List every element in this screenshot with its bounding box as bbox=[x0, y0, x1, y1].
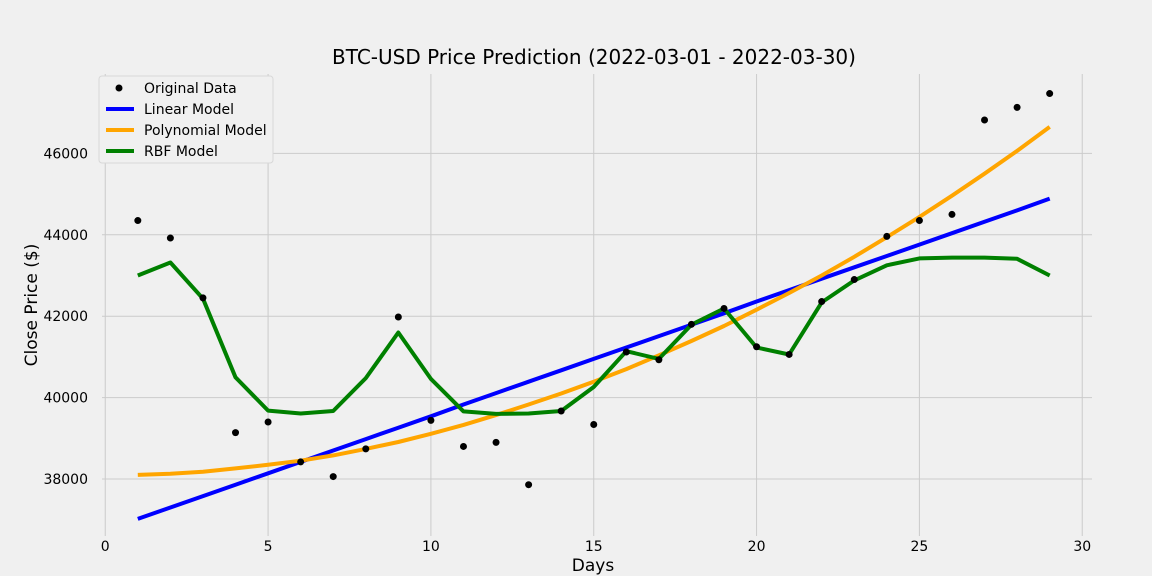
data-point bbox=[687, 320, 695, 328]
data-point bbox=[655, 356, 663, 364]
legend-label-original-data: Original Data bbox=[144, 81, 237, 97]
data-point bbox=[1013, 103, 1021, 111]
data-point bbox=[394, 313, 402, 321]
series-lines bbox=[137, 125, 1051, 521]
data-point bbox=[981, 116, 989, 124]
legend-box bbox=[98, 75, 274, 164]
data-point bbox=[1046, 90, 1054, 98]
data-point bbox=[785, 350, 793, 358]
y-tick-label: 38000 bbox=[43, 472, 88, 488]
linear-model-line bbox=[137, 196, 1051, 521]
data-point bbox=[264, 418, 272, 426]
rbf-model-line bbox=[137, 255, 1051, 416]
y-tick-labels: 38000 40000 42000 44000 46000 bbox=[43, 146, 88, 488]
data-point bbox=[948, 210, 956, 218]
data-point bbox=[232, 429, 240, 437]
x-tick-label: 25 bbox=[910, 539, 928, 555]
scatter-points bbox=[134, 90, 1054, 489]
data-point bbox=[525, 481, 533, 489]
x-axis-label: Days bbox=[572, 556, 615, 576]
legend-label-polynomial-model: Polynomial Model bbox=[144, 123, 267, 139]
data-point bbox=[818, 298, 826, 306]
data-point bbox=[199, 294, 207, 302]
data-point bbox=[492, 438, 500, 446]
y-tick-label: 46000 bbox=[43, 146, 88, 162]
data-point bbox=[134, 217, 142, 225]
data-point bbox=[915, 217, 923, 225]
data-point bbox=[329, 473, 337, 481]
data-point bbox=[362, 445, 370, 453]
x-tick-label: 20 bbox=[748, 539, 766, 555]
legend-label-linear-model: Linear Model bbox=[144, 102, 234, 118]
grid bbox=[102, 74, 1092, 536]
data-point bbox=[427, 416, 435, 424]
data-point bbox=[557, 407, 565, 415]
data-point bbox=[459, 442, 467, 450]
data-point bbox=[166, 234, 174, 242]
x-tick-label: 5 bbox=[264, 539, 273, 555]
x-tick-label: 30 bbox=[1073, 539, 1091, 555]
y-tick-label: 40000 bbox=[43, 391, 88, 407]
x-tick-labels: 0 5 10 15 20 25 30 bbox=[101, 539, 1091, 555]
polynomial-model-line bbox=[137, 125, 1051, 477]
y-tick-label: 42000 bbox=[43, 309, 88, 325]
data-point bbox=[590, 420, 598, 428]
chart-title: BTC-USD Price Prediction (2022-03-01 - 2… bbox=[332, 45, 856, 69]
x-tick-label: 15 bbox=[585, 539, 603, 555]
data-point bbox=[753, 343, 761, 351]
legend: Original Data Linear Model Polynomial Mode… bbox=[98, 75, 274, 164]
data-point bbox=[850, 276, 858, 284]
legend-label-rbf-model: RBF Model bbox=[144, 144, 218, 160]
data-point bbox=[297, 458, 305, 466]
data-point bbox=[883, 232, 891, 240]
legend-marker-original-data bbox=[115, 84, 123, 92]
data-point bbox=[720, 304, 728, 312]
x-tick-label: 10 bbox=[422, 539, 440, 555]
x-tick-label: 0 bbox=[101, 539, 110, 555]
y-tick-label: 44000 bbox=[43, 228, 88, 244]
data-point bbox=[622, 348, 630, 356]
y-axis-label: Close Price ($) bbox=[22, 244, 42, 367]
